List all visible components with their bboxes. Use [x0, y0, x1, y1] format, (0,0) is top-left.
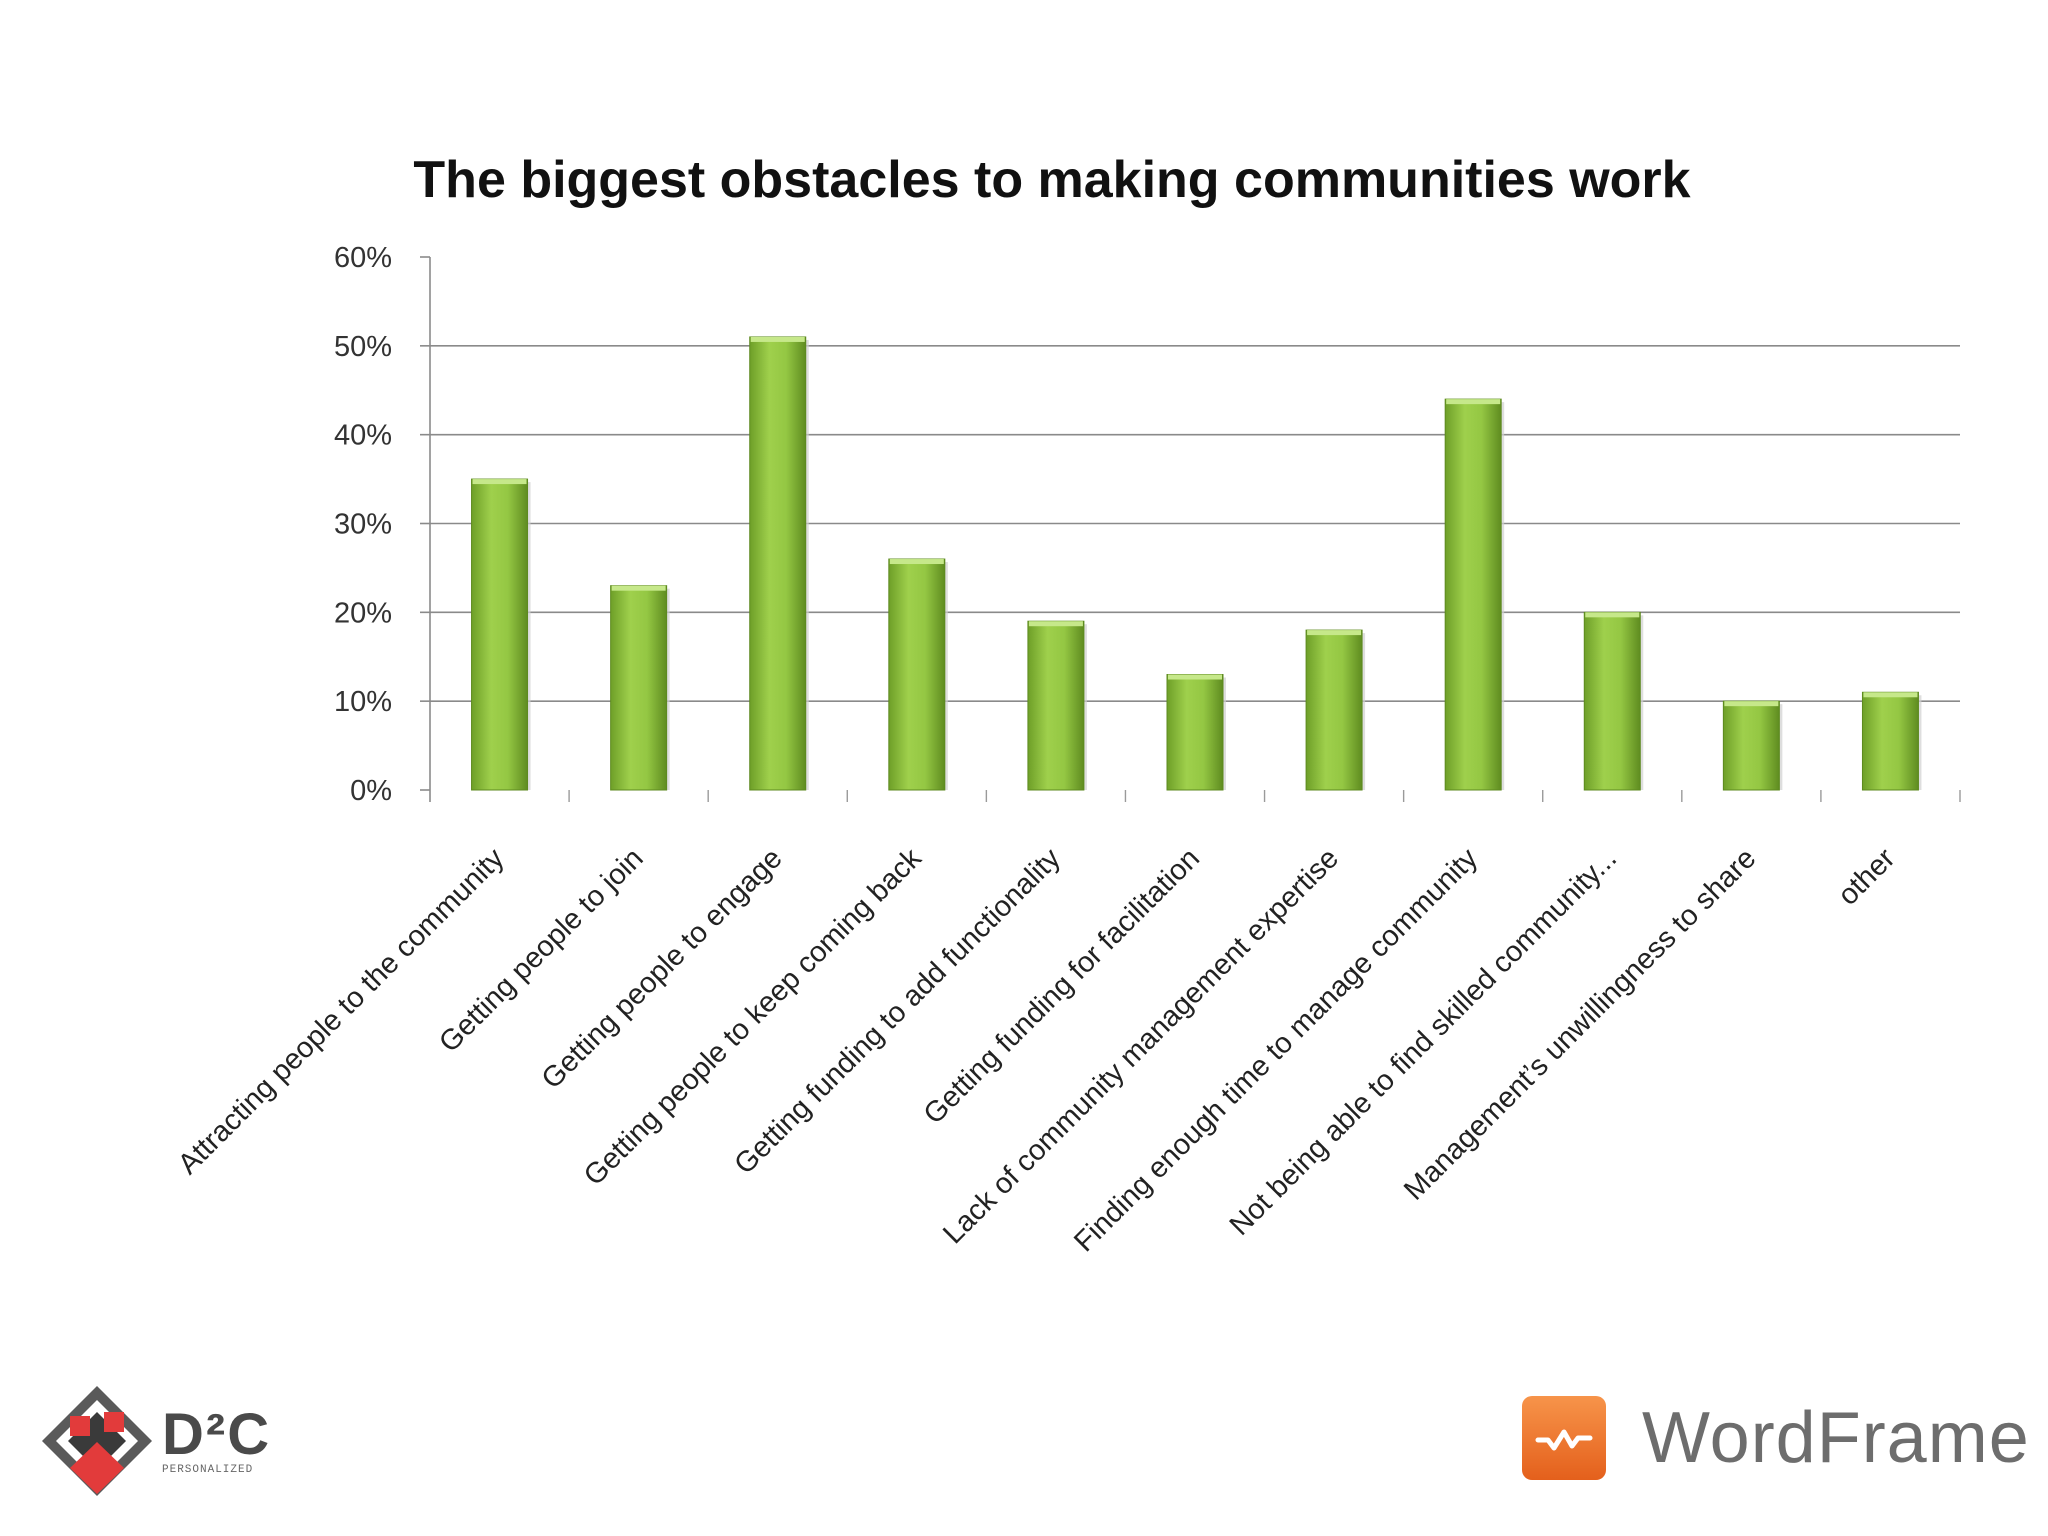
y-tick-label: 60%: [334, 242, 392, 274]
x-category-label: other: [1832, 842, 1902, 912]
bar-highlight: [1307, 630, 1362, 636]
bar: [1861, 691, 1919, 791]
bar-highlight: [1585, 612, 1640, 618]
bars: [471, 336, 1922, 791]
bar: [749, 336, 807, 791]
y-tick-label: 30%: [334, 509, 392, 541]
x-category-label: Getting people to engage: [536, 842, 789, 1095]
bar-highlight: [1028, 621, 1083, 627]
bar: [1027, 620, 1085, 791]
bar: [888, 558, 946, 791]
bar-highlight: [472, 479, 527, 485]
axes: [429, 257, 1961, 802]
x-category-label: Getting funding for facilitation: [918, 842, 1206, 1130]
chart-title: The biggest obstacles to making communit…: [413, 151, 1690, 209]
bar: [1722, 700, 1780, 791]
d2c-wordmark: D²C PERSONALIZED: [162, 1402, 272, 1477]
bar-highlight: [1446, 399, 1501, 405]
wordframe-logo: WordFrame: [1522, 1396, 2030, 1480]
gridlines: [430, 345, 1960, 702]
bar-highlight: [889, 559, 944, 565]
bar: [610, 585, 668, 791]
bar-highlight: [1168, 674, 1222, 680]
bar: [1444, 398, 1502, 791]
bar-highlight: [1724, 701, 1779, 707]
bar: [1583, 611, 1641, 791]
bar-highlight: [750, 336, 805, 342]
y-tick-label: 10%: [334, 686, 392, 718]
y-tick-label: 50%: [334, 331, 392, 363]
wordframe-name: WordFrame: [1642, 1398, 2030, 1478]
d2c-emblem-icon: [42, 1386, 152, 1496]
wordframe-pulse-icon: [1522, 1396, 1606, 1480]
y-tick-label: 0%: [350, 775, 392, 807]
bar: [1166, 674, 1224, 791]
d2c-name: D²C: [162, 1402, 272, 1467]
x-axis-category-labels: Attracting people to the communityGettin…: [172, 842, 1902, 1258]
y-axis-ticks: 0% 10% 20% 30% 40% 50% 60%: [334, 242, 430, 807]
bar-highlight: [1863, 692, 1918, 698]
d2c-tagline: PERSONALIZED: [162, 1464, 254, 1476]
y-tick-label: 20%: [334, 597, 392, 629]
bar: [1305, 629, 1363, 791]
y-tick-label: 40%: [334, 420, 392, 452]
d2c-logo: D²C PERSONALIZED: [38, 1382, 271, 1500]
bar-highlight: [611, 585, 666, 591]
bar: [471, 478, 529, 791]
